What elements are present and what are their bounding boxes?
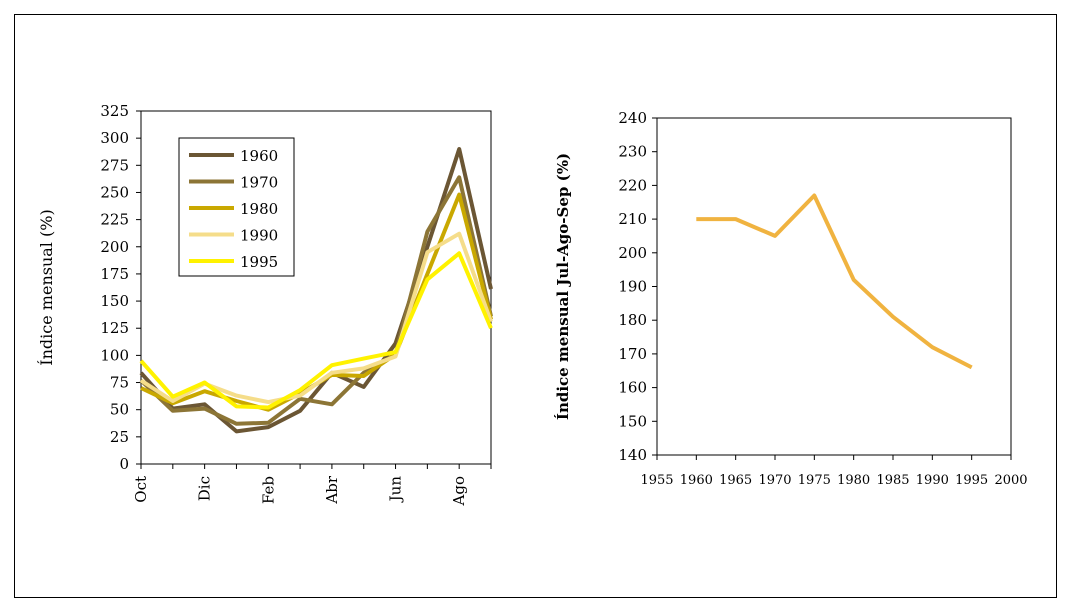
left-chart: 0 25 50 75 100 125 150 175 200 225 250 275 300 325 Oct… [36, 102, 493, 506]
right-x-tick-label: 1980 [837, 473, 870, 488]
right-y-tick-label: 160 [618, 379, 647, 397]
left-y-tick-label: 175 [100, 265, 129, 283]
right-x-tick-label: 1970 [758, 473, 791, 488]
right-x-tick-label: 1990 [916, 473, 949, 488]
right-x-tick-label: 1955 [640, 473, 673, 488]
right-y-tick-label: 190 [618, 278, 647, 296]
right-y-tick-label: 170 [618, 345, 647, 363]
left-y-tick-label: 50 [110, 401, 129, 419]
legend-label-1960: 1960 [240, 147, 278, 165]
left-y-tick-label: 200 [100, 238, 129, 256]
series-line-jul-ago-sep [696, 193, 973, 370]
series-line-1960 [139, 147, 493, 434]
right-x-tick-label: 1965 [719, 473, 752, 488]
right-y-tick-label: 200 [618, 244, 647, 262]
series-line-1970 [139, 175, 493, 426]
left-x-tick-label: Feb [259, 476, 277, 504]
right-y-tick-label: 180 [618, 311, 647, 329]
right-x-tick-label: 2000 [994, 473, 1027, 488]
left-x-tick-label: Dic [196, 476, 214, 501]
right-x-tick-label: 1995 [955, 473, 988, 488]
legend-label-1995: 1995 [240, 253, 278, 271]
left-y-tick-label: 100 [100, 346, 129, 364]
right-x-tick-label: 1960 [680, 473, 713, 488]
legend-label-1990: 1990 [240, 227, 278, 245]
left-x-tick-label: Abr [323, 475, 341, 504]
right-y-tick-label: 240 [618, 109, 647, 127]
left-x-tick-label: Jun [387, 476, 405, 504]
right-x-tick-label: 1975 [798, 473, 831, 488]
left-y-tick-label: 275 [100, 156, 129, 174]
left-legend: 1960 1970 1980 1990 1995 [178, 137, 295, 277]
right-y-axis-title: Índice mensual Jul-Ago-Sep (%) [554, 153, 572, 420]
right-y-tick-label: 150 [618, 412, 647, 430]
right-plot-area [656, 117, 1012, 456]
left-y-tick-label: 25 [110, 428, 129, 446]
right-chart: 140 150 160 170 180 190 200 210 220 230 240 1955 196… [554, 109, 1028, 488]
legend-label-1970: 1970 [240, 174, 278, 192]
left-y-tick-label: 300 [100, 129, 129, 147]
left-y-tick-label: 0 [119, 455, 129, 473]
left-y-tick-label: 75 [110, 374, 129, 392]
left-y-axis-title: Índice mensual (%) [36, 209, 56, 365]
series-line-1995 [139, 251, 493, 410]
right-y-tick-label: 210 [618, 210, 647, 228]
right-y-tick-label: 140 [618, 446, 647, 464]
right-y-tick-label: 230 [618, 143, 647, 161]
right-x-tick-label: 1985 [876, 473, 909, 488]
left-y-tick-label: 325 [100, 102, 129, 120]
left-x-tick-label: Ago [450, 476, 468, 506]
left-x-tick-label: Oct [132, 476, 150, 503]
left-y-tick-label: 250 [100, 183, 129, 201]
left-y-tick-label: 225 [100, 211, 129, 229]
right-y-tick-label: 220 [618, 176, 647, 194]
left-y-tick-label: 125 [100, 319, 129, 337]
left-y-tick-label: 150 [100, 292, 129, 310]
legend-label-1980: 1980 [240, 200, 278, 218]
